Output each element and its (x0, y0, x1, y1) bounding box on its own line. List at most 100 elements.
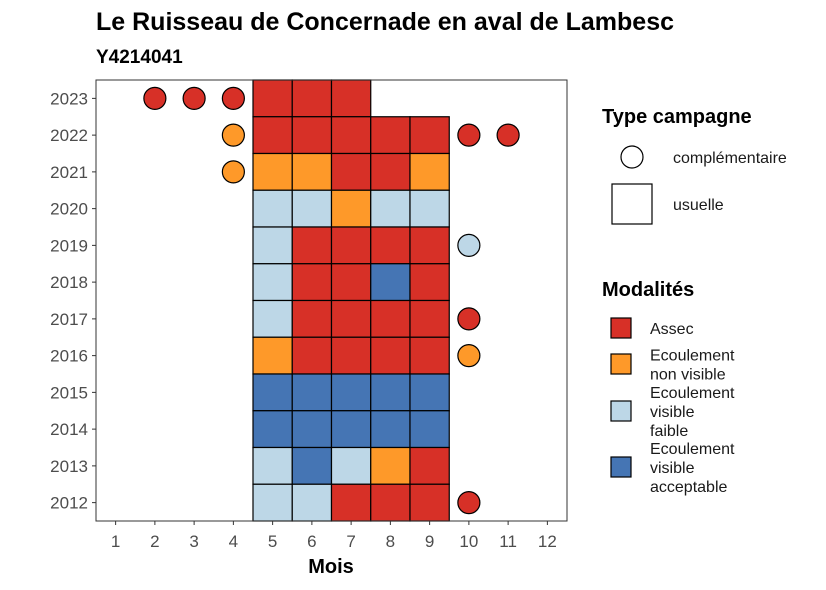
y-tick-label-2018: 2018 (50, 273, 88, 292)
tile-2015-5 (252, 373, 293, 412)
tile-2013-7 (330, 446, 372, 485)
x-tick-label-3: 3 (189, 532, 198, 551)
legend-symbol-complementaire (620, 145, 644, 169)
legend-key-ecoulement-visible-acceptable (610, 456, 632, 478)
point-2021-4 (221, 160, 245, 184)
y-tick-label-2017: 2017 (50, 310, 88, 329)
y-tick-label-2015: 2015 (50, 383, 88, 402)
y-axis: 2012 2013 2014 2015 2016 2017 2018 2019 2020 2021… (50, 89, 96, 513)
tile-2015-8 (370, 373, 411, 412)
point-2022-10 (457, 123, 481, 147)
tile-2018-6 (291, 263, 333, 302)
tile-2018-7 (330, 263, 372, 302)
legend-label-complementaire: complémentaire (673, 150, 787, 167)
chart-title: Le Ruisseau de Concernade en aval de Lam… (96, 8, 674, 36)
y-tick-label-2016: 2016 (50, 347, 88, 366)
tile-2019-8 (370, 226, 411, 265)
legend-key-ecoulement-non-visible (610, 353, 632, 375)
tile-2019-6 (291, 226, 333, 265)
tile-2015-7 (330, 373, 372, 412)
tile-2016-6 (291, 336, 333, 375)
tile-2013-5 (252, 446, 293, 485)
tile-2014-9 (409, 410, 450, 449)
tile-2021-7 (330, 152, 372, 191)
tile-2020-5 (252, 189, 293, 228)
tile-2022-7 (330, 116, 372, 155)
tile-2015-6 (291, 373, 333, 412)
legend-type-campagne: Type campagne complémentaire usuelle (602, 106, 787, 225)
point-2022-11 (496, 123, 520, 147)
x-tick-label-5: 5 (268, 532, 277, 551)
tile-2017-9 (409, 299, 450, 338)
x-tick-label-10: 10 (459, 532, 478, 551)
tile-2017-8 (370, 299, 411, 338)
y-tick-label-2019: 2019 (50, 236, 88, 255)
tile-2016-8 (370, 336, 411, 375)
y-tick-label-2012: 2012 (50, 494, 88, 513)
tile-2014-8 (370, 410, 411, 449)
legend-label-ecoulement-visible-acceptable: Ecoulement visible acceptable (650, 441, 735, 496)
x-tick-label-12: 12 (538, 532, 557, 551)
tile-2021-6 (291, 152, 333, 191)
legend-symbol-usuelle (611, 183, 653, 225)
x-tick-label-4: 4 (229, 532, 238, 551)
y-tick-label-2020: 2020 (50, 200, 88, 219)
tile-2020-7 (330, 189, 372, 228)
tile-2018-8 (370, 263, 411, 302)
x-axis-title: Mois (308, 556, 354, 578)
legend-label-ecoulement-non-visible: Ecoulement non visible (650, 348, 735, 384)
tile-2014-5 (252, 410, 293, 449)
tile-2018-5 (252, 263, 293, 302)
point-2023-3 (182, 86, 206, 110)
tile-2019-9 (409, 226, 450, 265)
legend-type-title: Type campagne (602, 106, 752, 128)
point-2016-10 (457, 344, 481, 368)
tile-2013-6 (291, 446, 333, 485)
y-tick-label-2013: 2013 (50, 457, 88, 476)
tile-2014-6 (291, 410, 333, 449)
x-tick-label-2: 2 (150, 532, 159, 551)
tile-2016-7 (330, 336, 372, 375)
x-tick-label-1: 1 (111, 532, 120, 551)
tile-2023-5 (252, 79, 293, 118)
tile-2020-6 (291, 189, 333, 228)
tile-2015-9 (409, 373, 450, 412)
tile-2021-8 (370, 152, 411, 191)
legend-key-assec (610, 317, 632, 339)
tile-2012-5 (252, 483, 293, 522)
point-2023-2 (143, 86, 167, 110)
point-2019-10 (457, 233, 481, 257)
legend-key-ecoulement-visible-faible (610, 400, 632, 422)
tile-2019-5 (252, 226, 293, 265)
tile-2012-9 (409, 483, 450, 522)
tile-2022-5 (252, 116, 293, 155)
point-2023-4 (221, 86, 245, 110)
tile-2016-5 (252, 336, 293, 375)
tile-2012-6 (291, 483, 333, 522)
legend-modalites-title: Modalités (602, 279, 694, 301)
chart-subtitle: Y4214041 (96, 47, 183, 68)
legend-label-assec: Assec (650, 321, 694, 338)
tile-2017-5 (252, 299, 293, 338)
tile-2021-9 (409, 152, 450, 191)
x-axis: 1 2 3 4 5 6 7 8 9 10 11 12 (111, 521, 557, 551)
legend-label-ecoulement-visible-faible: Ecoulement visible faible (650, 385, 735, 440)
x-tick-label-7: 7 (346, 532, 355, 551)
x-tick-label-8: 8 (386, 532, 395, 551)
tile-2023-6 (291, 79, 333, 118)
tile-2017-7 (330, 299, 372, 338)
tile-2012-7 (330, 483, 372, 522)
y-tick-label-2022: 2022 (50, 126, 88, 145)
tile-2016-9 (409, 336, 450, 375)
y-tick-label-2014: 2014 (50, 420, 88, 439)
tile-2022-8 (370, 116, 411, 155)
y-tick-label-2023: 2023 (50, 89, 88, 108)
x-tick-label-11: 11 (499, 532, 517, 551)
tile-2019-7 (330, 226, 372, 265)
point-2022-4 (221, 123, 245, 147)
tile-2013-8 (370, 446, 411, 485)
point-2012-10 (457, 491, 481, 515)
plot-border (95, 79, 568, 522)
